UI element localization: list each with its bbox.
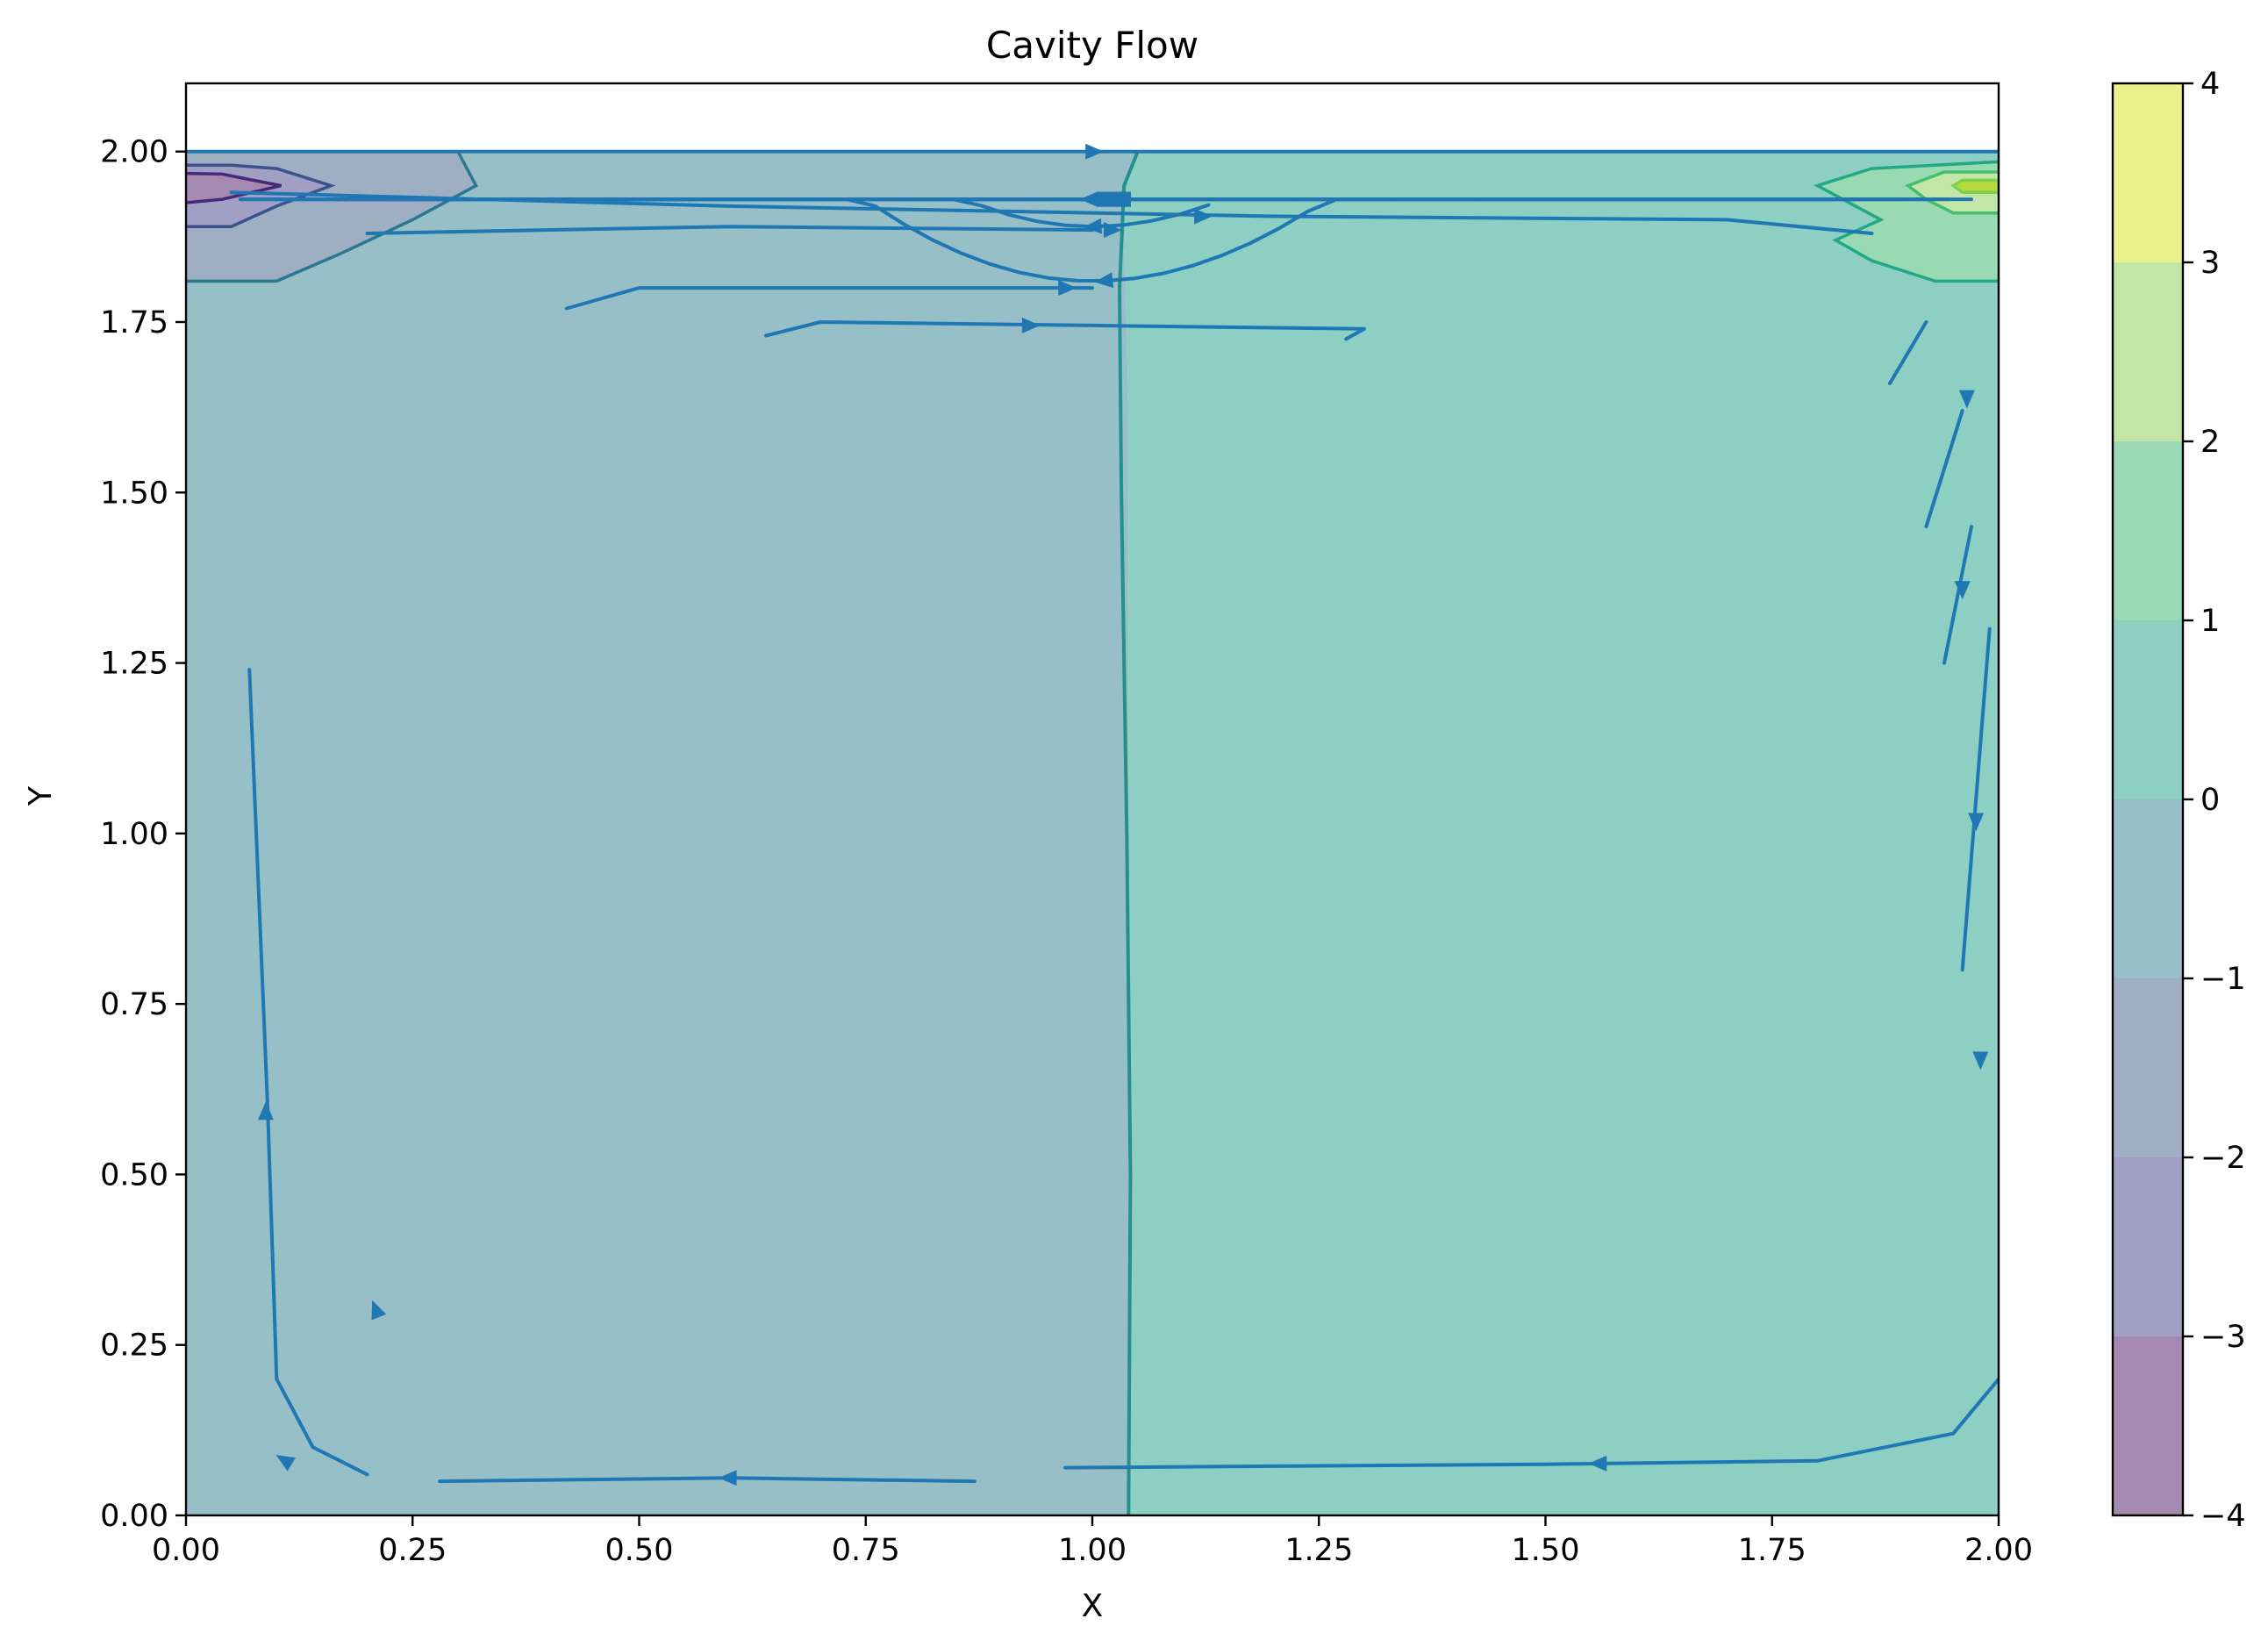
streamline-rightwall-1	[1924, 409, 1964, 529]
stream-arrow-left-3	[275, 1455, 296, 1472]
contour-fills	[186, 151, 1999, 1515]
y-tick-label-8: 2.00	[100, 135, 168, 170]
contour-line-minus-2	[186, 163, 336, 228]
streamline-top-1	[229, 190, 1874, 235]
colorbar-band-4	[2113, 620, 2183, 799]
colorbar-band-2	[2113, 978, 2183, 1157]
streamline-rightwall-3	[1960, 627, 1992, 972]
x-tick-label-1: 0.25	[378, 1533, 447, 1568]
colorbar-tick-label-0: −4	[2200, 1499, 2246, 1534]
y-axis-label: Y	[23, 785, 59, 806]
x-tick-label-0: 0.00	[152, 1533, 220, 1568]
stream-arrow-top-3	[1058, 280, 1077, 297]
streamline-bottom-2	[1063, 1377, 1999, 1470]
x-axis-label: X	[1082, 1588, 1104, 1624]
streamline-leftwall	[247, 668, 369, 1477]
stream-arrow-top-2	[1103, 222, 1122, 239]
x-tick-label-4: 1.00	[1058, 1533, 1127, 1568]
streamline-top-2	[365, 225, 1094, 235]
streamline-core	[764, 320, 1366, 341]
x-tick-label-8: 2.00	[1964, 1533, 2033, 1568]
stream-arrow-left-2	[371, 1300, 387, 1321]
x-tick-label-7: 1.75	[1738, 1533, 1807, 1568]
colorbar-tick-label-4: 0	[2200, 783, 2220, 818]
x-tick-label-6: 1.50	[1512, 1533, 1580, 1568]
contour-line-zero	[1117, 150, 1140, 1515]
y-tick-label-1: 0.25	[100, 1328, 168, 1364]
contour-line-minus-1	[186, 150, 478, 283]
streamlines	[186, 143, 1999, 1486]
colorbar-tick-label-1: −3	[2200, 1320, 2246, 1355]
y-tick-label-6: 1.50	[100, 476, 168, 511]
chart-title: Cavity Flow	[986, 24, 1198, 67]
stream-arrow-21	[1094, 272, 1114, 289]
colorbar-band-3	[2113, 799, 2183, 978]
stream-arrow-right-2	[1954, 581, 1971, 600]
stream-arrow-bottom-1	[718, 1470, 737, 1486]
y-tick-label-2: 0.50	[100, 1157, 168, 1192]
streamline-rightwall-2	[1942, 525, 1973, 665]
contour-line-minus-3	[186, 171, 282, 204]
colorbar-tick-label-5: 1	[2200, 604, 2220, 639]
fill-left-half	[186, 151, 1138, 1515]
colorbar-band-5	[2113, 441, 2183, 620]
contour-line-plus-2	[1905, 170, 1999, 215]
stream-arrow-lid	[1085, 143, 1104, 160]
y-tick-label-7: 1.75	[100, 305, 168, 340]
fill-right-half	[1124, 151, 1999, 1515]
colorbar-tick-label-2: −2	[2200, 1141, 2246, 1176]
fill-top-right-peak	[1953, 180, 1999, 193]
colorbar-tick-label-3: −1	[2200, 962, 2246, 997]
plot-area	[186, 83, 1999, 1515]
contour-line-plus-3	[1950, 178, 1999, 195]
stream-arrow-right-3	[1968, 813, 1985, 832]
stream-arrow-20	[1083, 218, 1103, 234]
stream-arrow-top-1	[1194, 208, 1213, 225]
y-tick-label-0: 0.00	[100, 1499, 168, 1534]
stream-arrow-left-1	[257, 1101, 274, 1121]
y-axis-ticks: 0.00 0.25 0.50 0.75 1.00 1.25 1.50 1.75 2.00	[100, 135, 186, 1534]
x-tick-label-5: 1.25	[1284, 1533, 1353, 1568]
y-tick-label-4: 1.00	[100, 817, 168, 852]
streamline-rightwall-0	[1888, 320, 1928, 385]
stream-arrow-bottom-2	[1588, 1455, 1607, 1472]
y-tick-label-5: 1.25	[100, 647, 168, 682]
stream-arrow-right-1	[1958, 390, 1975, 409]
x-tick-label-3: 0.75	[832, 1533, 900, 1568]
colorbar-band-7	[2113, 83, 2183, 262]
stream-arrow-core	[1021, 317, 1041, 333]
y-tick-label-3: 0.75	[100, 987, 168, 1022]
colorbar: −4 −3 −2 −1 0 1 2 3 4	[2111, 67, 2246, 1534]
streamline-top-3	[564, 286, 1094, 311]
fill-top-left-band-0	[186, 173, 282, 203]
colorbar-tick-label-6: 2	[2200, 425, 2220, 460]
contour-lines	[186, 150, 1999, 1515]
colorbar-tick-label-8: 4	[2200, 67, 2220, 102]
stream-arrow-19	[1079, 191, 1098, 208]
stream-arrow-right-4	[1972, 1051, 1989, 1071]
colorbar-band-6	[2113, 262, 2183, 441]
x-tick-label-2: 0.50	[605, 1533, 674, 1568]
streamline-21-b	[671, 197, 1397, 283]
colorbar-band-1	[2113, 1157, 2183, 1336]
colorbar-band-0	[2113, 1336, 2183, 1515]
x-axis-ticks: 0.00 0.25 0.50 0.75 1.00 1.25 1.50 1.75 2.00	[152, 1515, 2033, 1568]
contour-line-plus-1	[1813, 160, 1999, 283]
colorbar-tick-label-7: 3	[2200, 246, 2220, 281]
